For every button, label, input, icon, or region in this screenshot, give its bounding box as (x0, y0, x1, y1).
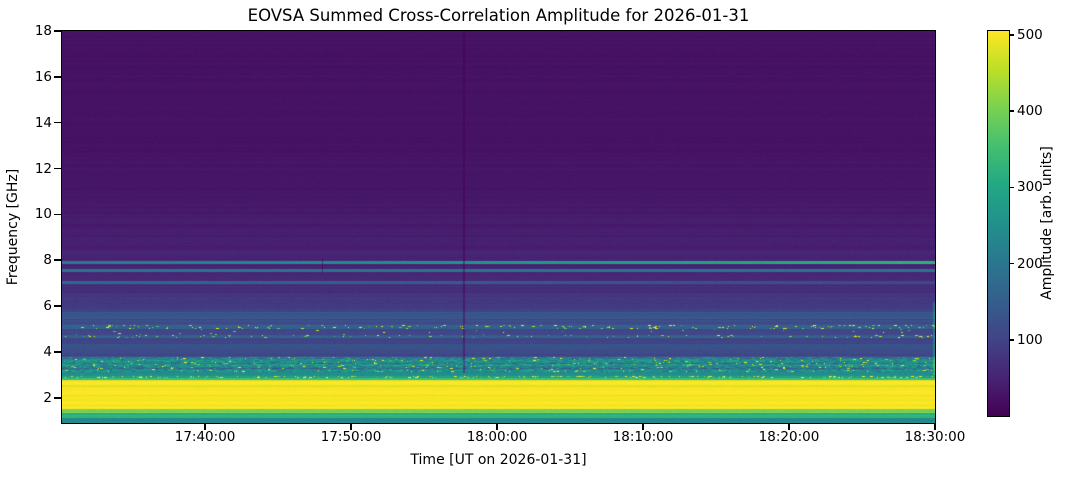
y-tick-label: 6 (43, 298, 52, 315)
colorbar-tick-mark (1009, 34, 1014, 36)
colorbar-tick-mark (1009, 110, 1014, 112)
colorbar-tick-mark (1009, 339, 1014, 341)
y-tick-mark (54, 305, 61, 307)
x-tick-mark (350, 423, 352, 430)
y-tick-mark (54, 121, 61, 124)
x-tick-mark (788, 423, 790, 430)
colorbar-tick-label: 300 (1017, 179, 1043, 196)
colorbar-tick-label: 200 (1017, 255, 1043, 272)
x-tick-label: 18:30:00 (904, 429, 966, 445)
y-tick-label: 10 (34, 206, 52, 223)
x-tick-label: 18:10:00 (612, 429, 674, 445)
x-tick-mark (642, 423, 644, 430)
y-tick-label: 12 (34, 160, 52, 177)
plot-title: EOVSA Summed Cross-Correlation Amplitude… (247, 6, 750, 25)
heatmap-canvas (62, 31, 935, 423)
colorbar-frame (987, 30, 1010, 417)
y-axis-label: Frequency [GHz] (5, 168, 21, 286)
colorbar-tick-mark (1009, 262, 1014, 265)
x-tick-label: 17:40:00 (174, 429, 236, 445)
y-tick-mark (54, 213, 61, 216)
plot-frame (61, 30, 936, 424)
y-tick-mark (54, 351, 61, 353)
colorbar-tick-label: 400 (1017, 103, 1043, 120)
y-tick-label: 8 (43, 252, 52, 269)
y-tick-mark (54, 259, 61, 261)
y-tick-label: 18 (34, 23, 52, 39)
x-axis-label: Time [UT on 2026-01-31] (410, 452, 587, 468)
colorbar-tick-label: 100 (1017, 331, 1043, 348)
x-tick-label: 17:50:00 (320, 429, 382, 445)
y-tick-label: 14 (34, 114, 52, 131)
y-tick-label: 4 (43, 343, 52, 360)
x-tick-mark (934, 423, 936, 430)
y-tick-mark (54, 167, 61, 170)
y-tick-mark (54, 76, 61, 78)
x-tick-mark (204, 423, 206, 430)
y-tick-label: 16 (34, 68, 52, 85)
y-tick-label: 2 (43, 389, 52, 406)
colorbar-canvas (988, 31, 1009, 416)
y-tick-mark (54, 30, 61, 32)
colorbar-tick-label: 500 (1017, 26, 1043, 43)
colorbar-label: Amplitude [arb. units] (1039, 146, 1055, 300)
y-tick-mark (54, 397, 61, 399)
x-tick-mark (496, 423, 498, 430)
x-tick-label: 18:20:00 (758, 429, 820, 445)
x-tick-label: 18:00:00 (466, 429, 528, 445)
colorbar-tick-mark (1009, 186, 1014, 189)
